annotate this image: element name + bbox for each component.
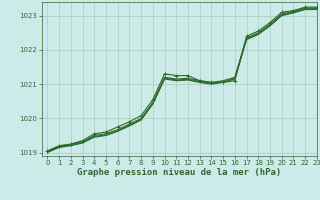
X-axis label: Graphe pression niveau de la mer (hPa): Graphe pression niveau de la mer (hPa) bbox=[77, 168, 281, 177]
